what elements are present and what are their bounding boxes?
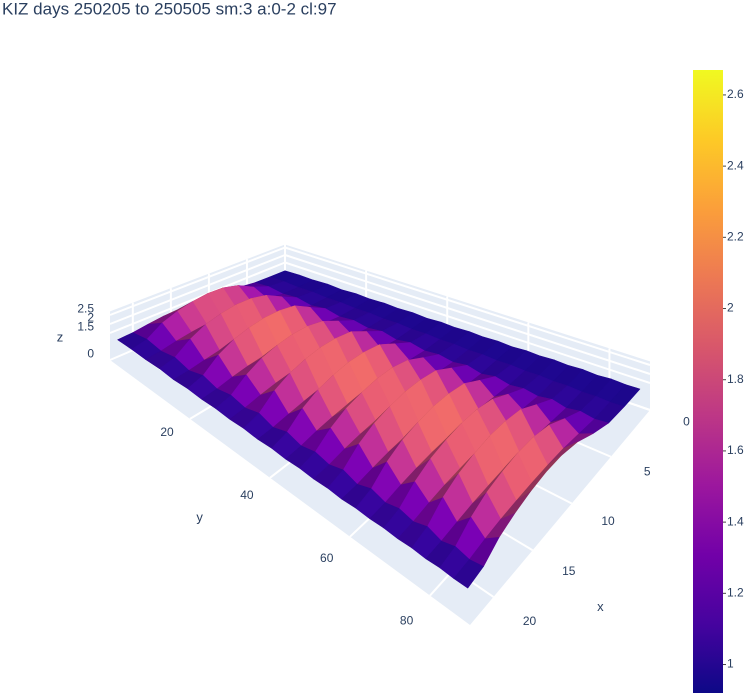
z-tick-label: 2.5 (77, 301, 94, 315)
x-tick-label: 15 (562, 564, 576, 578)
colorbar-tick-label: 1 (727, 657, 734, 671)
grid-line (109, 261, 286, 334)
grid-line (109, 246, 286, 316)
y-axis-title: y (196, 509, 203, 524)
y-tick-label: 60 (320, 551, 334, 565)
z-tick-label: 1.5 (77, 319, 94, 333)
x-axis-title: x (597, 599, 604, 614)
z-tick-label: 0 (87, 346, 94, 360)
chart-title: KIZ days 250205 to 250505 sm:3 a:0-2 cl:… (2, 0, 337, 18)
colorbar (693, 70, 723, 693)
colorbar-tick-label: 1.8 (727, 372, 744, 386)
grid-line (284, 261, 651, 384)
colorbar-tick-label: 1.4 (727, 514, 744, 528)
x-tick-label: 10 (601, 514, 615, 528)
colorbar-tick-label: 1.6 (727, 443, 744, 457)
colorbar-tick-label: 1.2 (727, 585, 744, 599)
x-tick-label: 5 (644, 464, 651, 478)
grid-line (284, 254, 651, 375)
surface-patch (453, 559, 484, 589)
y-tick-label: 20 (160, 425, 174, 439)
y-tick-label: 40 (240, 488, 254, 502)
grid-line (109, 254, 286, 325)
colorbar-tick-label: 2 (727, 301, 734, 315)
z-axis-title: z (57, 329, 64, 344)
x-tick-label: 20 (523, 614, 537, 628)
x-tick-label: 0 (683, 415, 690, 429)
colorbar-tick-label: 2.6 (727, 87, 744, 101)
grid-line (284, 246, 651, 366)
colorbar-tick-label: 2.4 (727, 158, 744, 172)
y-tick-label: 80 (400, 614, 414, 628)
z-tick-label: 2 (87, 310, 94, 324)
colorbar-tick-label: 2.2 (727, 229, 744, 243)
